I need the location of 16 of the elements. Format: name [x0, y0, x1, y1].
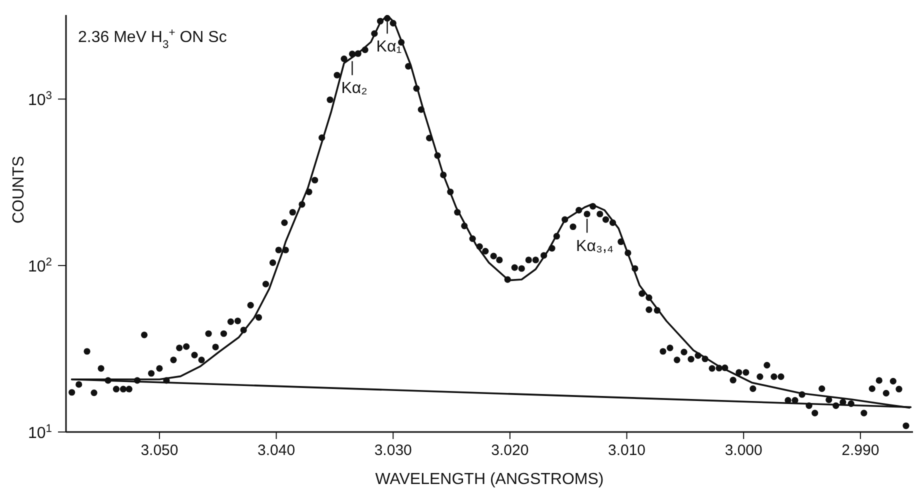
- y-tick-label: 10$^{3}$: [28, 90, 52, 110]
- text: 2.36 MeV H$_{3}$$^{+}$ ON Sc: [78, 27, 227, 51]
- y-tick-label: 10$^{2}$: [28, 256, 52, 276]
- x-tick-label: 3.040: [258, 442, 296, 459]
- x-tick-label: 3.030: [374, 442, 412, 459]
- x-tick-label: 3.020: [491, 442, 529, 459]
- annotation: Kα₁: [376, 38, 402, 56]
- x-tick-label: 3.050: [140, 442, 178, 459]
- x-tick-label: 3.000: [724, 442, 762, 459]
- y-axis-title: COUNTS: [10, 156, 28, 224]
- annotation: Kα₃,₄: [576, 238, 614, 255]
- x-axis-title: WAVELENGTH (ANGSTROMS): [375, 471, 604, 488]
- x-tick-label: 3.010: [608, 442, 646, 459]
- x-tick-label: 2.990: [842, 442, 880, 459]
- y-tick-label: 10$^{1}$: [28, 423, 52, 442]
- annotation: Kα₂: [341, 80, 368, 98]
